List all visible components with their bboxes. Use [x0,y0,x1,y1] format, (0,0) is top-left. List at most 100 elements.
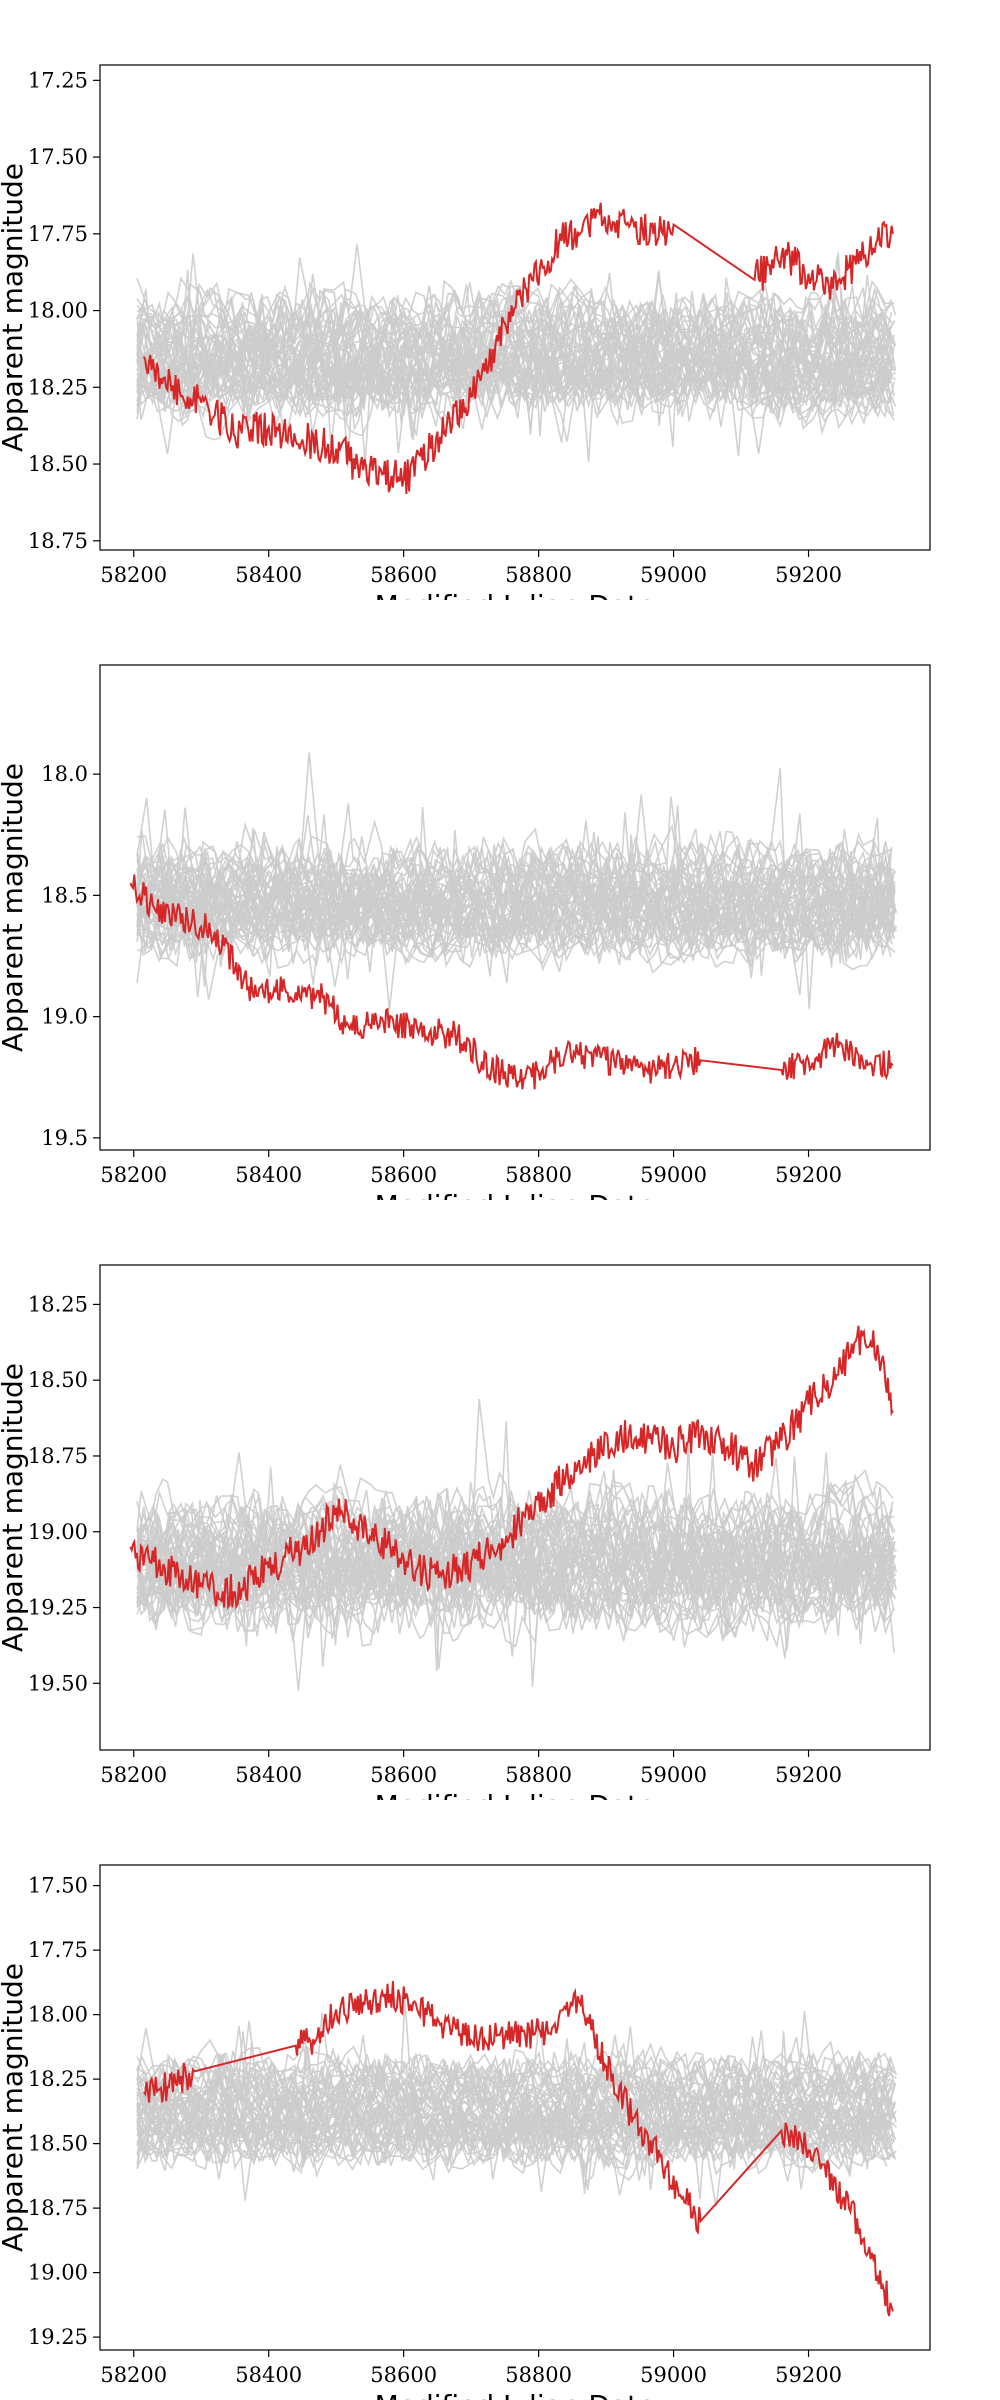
x-tick-label: 58200 [100,1763,167,1787]
y-tick-label: 18.5 [41,883,88,907]
axes-frame [99,664,931,1151]
highlighted-light-curve [142,202,894,494]
background-curves [136,752,898,1010]
x-tick-label: 58200 [100,1163,167,1187]
y-tick-label: 19.5 [41,1126,88,1150]
x-tick-label: 58800 [505,2363,572,2387]
background-light-curve [136,285,895,412]
background-light-curve [136,1544,897,1626]
x-tick-label: 58600 [370,563,437,587]
x-tick-label: 58600 [370,1163,437,1187]
background-light-curve [137,830,895,987]
highlighted-light-curve [129,1325,894,1611]
highlighted-light-curve [129,874,894,1090]
x-tick-label: 59000 [640,2363,707,2387]
x-tick-label: 58600 [370,2363,437,2387]
y-tick-label: 18.50 [28,2132,88,2156]
plot-area [129,1325,898,1691]
y-tick-label: 19.00 [28,1520,88,1544]
plot-area [129,752,898,1090]
y-axis-label: Apparent magnitude [0,163,29,452]
y-tick-label: 17.75 [28,1938,88,1962]
chart-panel-2: 58200 58400 58600 58800 59000 59200 18.0 18.5 19… [0,664,931,1200]
x-tick-label: 58600 [370,1763,437,1787]
y-tick-label: 18.75 [28,529,88,553]
x-tick-label: 58200 [100,2363,167,2387]
y-tick-label: 18.25 [28,375,88,399]
x-tick-label: 58800 [505,1763,572,1787]
y-tick-label: 18.50 [28,452,88,476]
y-tick-label: 18.25 [28,1292,88,1316]
y-tick-label: 17.50 [28,1874,88,1898]
x-axis-label: Modified Julian Date [375,589,656,600]
background-light-curve [136,2046,889,2112]
y-tick-label: 17.25 [28,68,88,92]
x-tick-label: 58400 [235,1163,302,1187]
y-tick-label: 19.0 [41,1005,88,1029]
x-tick-label: 58800 [505,1163,572,1187]
background-light-curve [136,315,893,437]
background-light-curve [136,2011,897,2115]
x-axis-label: Modified Julian Date [375,1789,656,1800]
background-light-curve [136,1570,897,1648]
x-tick-label: 58200 [100,563,167,587]
y-axis-label: Apparent magnitude [0,763,29,1052]
chart-panel-3: 58200 58400 58600 58800 59000 59200 18.25 18.50… [0,1264,931,1800]
x-tick-label: 59200 [775,1163,842,1187]
y-tick-label: 17.75 [28,222,88,246]
x-tick-label: 58800 [505,563,572,587]
plot-area [136,1980,898,2317]
y-tick-label: 18.0 [41,762,88,786]
y-tick-label: 19.00 [28,2261,88,2285]
chart-panel-4: 58200 58400 58600 58800 59000 59200 17.50 17.75… [0,1864,931,2400]
y-tick-label: 18.50 [28,1368,88,1392]
x-axis-label: Modified Julian Date [375,2389,656,2400]
background-curves [136,1398,898,1691]
y-axis-label: Apparent magnitude [0,1363,29,1652]
x-tick-label: 59000 [640,1163,707,1187]
y-tick-label: 19.25 [28,1596,88,1620]
y-tick-label: 18.00 [28,299,88,323]
background-light-curve [136,332,894,403]
background-light-curve [136,1507,893,1634]
background-light-curve [136,302,891,413]
plot-area [136,202,897,494]
background-light-curve [136,848,895,976]
background-light-curve [136,330,895,437]
y-tick-label: 17.50 [28,145,88,169]
y-tick-label: 18.25 [28,2067,88,2091]
x-tick-label: 59000 [640,1763,707,1787]
background-light-curve [136,1516,896,1636]
x-tick-label: 59200 [775,2363,842,2387]
axes-frame [99,64,931,551]
background-light-curve [136,2066,891,2158]
x-tick-label: 59200 [775,563,842,587]
background-light-curve [136,1523,891,1636]
background-light-curve [136,2019,890,2136]
background-light-curve [136,282,897,394]
chart-panel-1: 58200 58400 58600 58800 59000 59200 17.25 17.50… [0,64,931,600]
background-light-curve [136,2031,893,2150]
x-tick-label: 58400 [235,2363,302,2387]
background-light-curve [136,1526,898,1670]
highlighted-light-curve [143,1980,894,2317]
x-tick-label: 58400 [235,1763,302,1787]
x-axis-label: Modified Julian Date [375,1189,656,1200]
background-light-curve [136,2109,895,2175]
y-axis-label: Apparent magnitude [0,1963,29,2252]
background-light-curve [136,343,895,436]
y-tick-label: 18.00 [28,2003,88,2027]
background-light-curve [136,807,895,922]
background-light-curve [136,895,895,965]
y-tick-label: 19.25 [28,2325,88,2349]
y-tick-label: 19.50 [28,1671,88,1695]
background-light-curve [136,797,894,961]
x-tick-label: 58400 [235,563,302,587]
axes-frame [99,1264,931,1751]
y-tick-label: 18.75 [28,2196,88,2220]
x-tick-label: 59200 [775,1763,842,1787]
y-tick-label: 18.75 [28,1444,88,1468]
x-tick-label: 59000 [640,563,707,587]
axes-frame [99,1864,931,2351]
background-light-curve [136,1462,893,1586]
